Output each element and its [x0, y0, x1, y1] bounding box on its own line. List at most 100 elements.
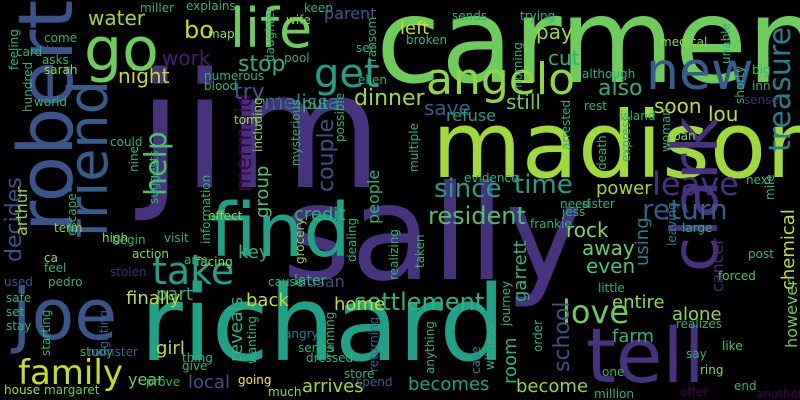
- word-new: new: [646, 42, 754, 102]
- word-stop: stop: [238, 52, 286, 77]
- word-medical: medical: [660, 35, 708, 49]
- word-carmen: carmen: [376, 0, 800, 110]
- word-credit: credit: [294, 204, 346, 225]
- word-garrett: garrett: [510, 240, 531, 302]
- word-soon: soon: [654, 94, 702, 118]
- word-term: term: [54, 221, 83, 235]
- word-becomes: becomes: [408, 374, 490, 395]
- word-family: family: [18, 353, 123, 393]
- word-fighting: fighting: [97, 309, 111, 356]
- word-local: local: [188, 372, 230, 393]
- word-action: action: [132, 247, 169, 261]
- word-sense: sense: [744, 93, 779, 107]
- word-nine: nine: [127, 146, 141, 172]
- word-information: information: [199, 174, 213, 244]
- word-inn: inn: [752, 79, 771, 93]
- word-lou: lou: [708, 102, 739, 126]
- word-series: series: [298, 341, 334, 355]
- word-high: high: [102, 231, 129, 245]
- word-find: find: [210, 188, 351, 274]
- word-forced: forced: [718, 269, 756, 283]
- word-express: express: [619, 115, 633, 162]
- word-pool: pool: [284, 51, 310, 65]
- word-trying: trying: [520, 9, 556, 23]
- word-since: since: [434, 174, 502, 204]
- word-store: store: [344, 367, 375, 381]
- word-miller: miller: [140, 1, 175, 15]
- word-chemical: chemical: [778, 209, 799, 290]
- word-million: million: [594, 387, 634, 400]
- word-next: next: [746, 173, 773, 187]
- word-anything: anything: [423, 321, 437, 374]
- word-stay: stay: [6, 319, 32, 333]
- word-blood: blood: [204, 79, 238, 93]
- word-joe: joe: [12, 274, 118, 356]
- word-woman: woman: [659, 108, 673, 152]
- word-jim: jim: [138, 38, 383, 225]
- word-water: water: [88, 6, 145, 30]
- word-finally: finally: [126, 288, 181, 309]
- word-set: set: [6, 305, 25, 319]
- word-alone: alone: [672, 304, 722, 325]
- word-parent: parent: [324, 4, 377, 23]
- word-ransom: ransom: [365, 16, 379, 62]
- word-rest: rest: [584, 99, 608, 113]
- word-spend: spend: [356, 375, 393, 389]
- word-much: much: [268, 385, 302, 399]
- word-arthur: arthur: [12, 186, 31, 236]
- word-feel: feel: [44, 261, 67, 275]
- word-arm: arm: [184, 253, 208, 267]
- word-prove: prove: [146, 375, 181, 389]
- word-loan: loan: [670, 129, 696, 143]
- word-girl: girl: [156, 338, 185, 359]
- word-shorty: shorty: [733, 66, 747, 104]
- word-jess: jess: [562, 205, 586, 219]
- word-mile: mile: [763, 174, 777, 200]
- word-home: home: [334, 294, 386, 315]
- word-begin: begin: [112, 233, 146, 247]
- word-cancer: cancer: [708, 238, 727, 292]
- word-running: running: [323, 311, 337, 358]
- word-grocery: grocery: [293, 218, 307, 264]
- word-try: try: [234, 80, 265, 105]
- word-madison: madison: [432, 92, 800, 199]
- word-broken: broken: [406, 33, 448, 47]
- word-margaret: margaret: [44, 383, 100, 397]
- word-stolen: stolen: [110, 265, 147, 279]
- word-still: still: [506, 90, 541, 114]
- word-get: get: [314, 51, 380, 97]
- word-richard: richard: [140, 263, 506, 385]
- word-become: become: [516, 376, 589, 397]
- word-say: say: [686, 347, 707, 361]
- word-entire: entire: [612, 292, 665, 313]
- word-wanting: wanting: [245, 315, 259, 364]
- word-witness: witness: [483, 324, 497, 370]
- word-cut: cut: [548, 46, 580, 70]
- word-realizing: realizing: [387, 229, 401, 280]
- word-work: work: [162, 46, 211, 70]
- word-life: life: [230, 0, 313, 60]
- word-island: island: [620, 109, 656, 123]
- word-tom: tom: [234, 113, 258, 127]
- word-dinner: dinner: [354, 86, 425, 111]
- word-bo: bo: [184, 16, 214, 44]
- word-ca: ca: [44, 251, 58, 265]
- word-dealing: dealing: [345, 217, 359, 262]
- word-key: key: [238, 242, 270, 263]
- word-although: although: [582, 67, 636, 81]
- word-map: map: [208, 27, 235, 41]
- word-one: one: [602, 365, 625, 379]
- word-could: could: [110, 135, 143, 149]
- word-effect: effect: [208, 209, 243, 223]
- word-sends: sends: [452, 9, 488, 23]
- word-little: little: [598, 281, 625, 295]
- word-angelo: angelo: [426, 54, 575, 105]
- word-keep: keep: [304, 1, 333, 15]
- word-world: world: [34, 95, 68, 109]
- word-farm: farm: [612, 326, 654, 347]
- word-realizes: realizes: [676, 317, 723, 331]
- word-daughter: daughter: [263, 7, 277, 62]
- word-sister: sister: [582, 197, 615, 211]
- word-night: night: [118, 64, 170, 88]
